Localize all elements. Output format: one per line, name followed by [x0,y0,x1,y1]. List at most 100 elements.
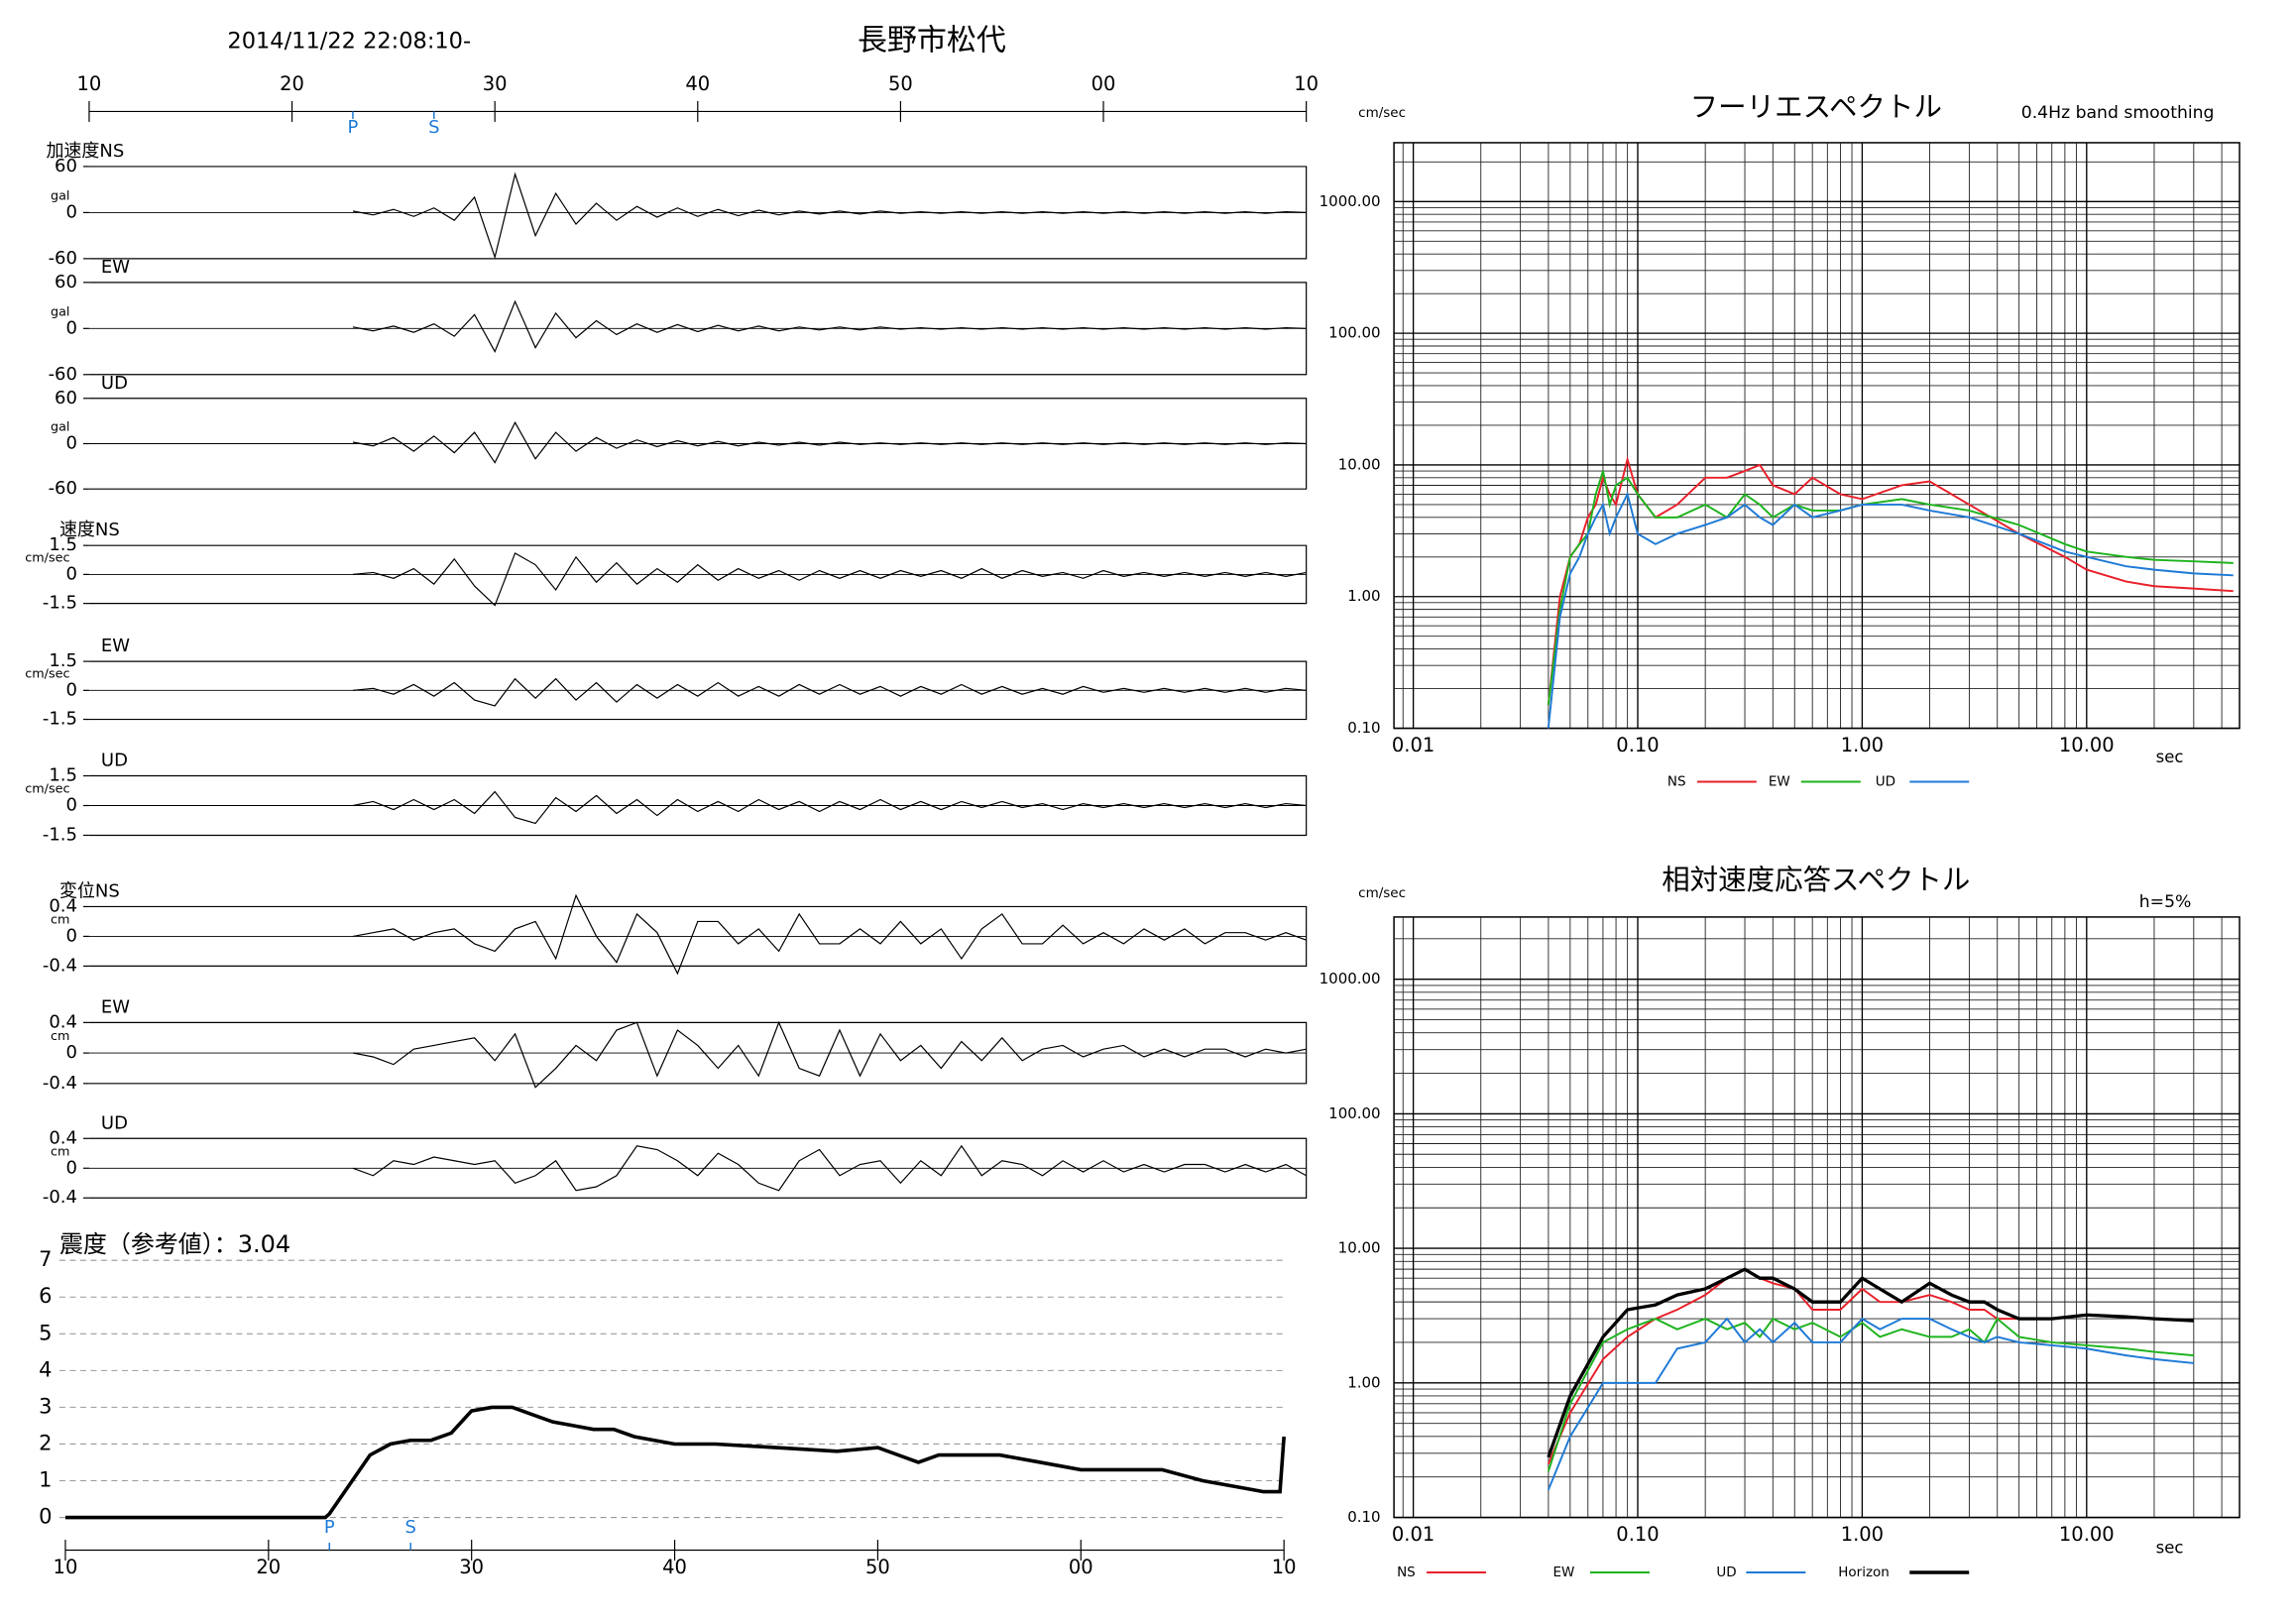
panel-label: UD [101,751,128,771]
spectrum-line [1547,1268,2194,1464]
unit-label: cm [51,1029,69,1044]
waveform [352,677,1307,707]
y-tick-label: 1000.00 [1320,970,1381,987]
intensity-line [64,1405,1286,1520]
waveform [352,1020,1307,1089]
y-tick-label: 0 [66,679,77,700]
y-tick-label: 0 [66,1157,77,1178]
phase-label: P [324,1517,335,1538]
y-tick-label: -0.4 [43,1187,77,1208]
y-tick-label: 100.00 [1328,1104,1380,1122]
y-tick-label: 0.10 [1347,719,1380,737]
y-tick-label: 1.00 [1347,587,1380,605]
y-tick-label: 1.00 [1347,1373,1380,1391]
panel-label: EW [101,636,130,656]
panel-label: UD [101,1112,128,1133]
subtitle: 0.4Hz band smoothing [2021,103,2215,123]
waveform [352,790,1307,825]
x-tick-label: 0.01 [1392,734,1435,756]
y-tick-label: -1.5 [43,593,77,614]
chart-title: フーリエスペクトル [1690,90,1942,123]
y-tick-label: 0 [66,563,77,584]
waveform [352,1144,1307,1192]
y-tick-label: 0.4 [49,1127,77,1148]
legend-label: NS [1397,1565,1416,1580]
panel-label: EW [101,257,130,278]
phase-label: S [428,117,439,138]
panel-label: 加速度NS [46,141,124,162]
x-tick-label: 10 [54,1556,78,1578]
x-tick-label: 00 [1069,1556,1093,1578]
y-tick-label: 4 [39,1357,52,1381]
waveform [352,420,1307,464]
x-tick-label: 10 [1272,1556,1297,1578]
y-tick-label: 60 [55,156,77,176]
x-tick-label: 20 [280,72,304,95]
y-tick-label: 0 [66,925,77,946]
spectrum-line [1547,491,2234,729]
y-tick-label: -0.4 [43,1073,77,1094]
unit-label: cm/sec [25,782,69,797]
legend-label: UD [1716,1565,1736,1580]
y-tick-label: 1000.00 [1320,192,1381,210]
y-tick-label: 0.4 [49,1011,77,1032]
y-tick-label: 60 [55,272,77,292]
unit-label: gal [51,304,69,319]
phase-label: P [348,117,359,138]
unit-label: cm/sec [25,666,69,681]
spectrum-line [1547,1317,2194,1491]
unit-label: cm [51,912,69,927]
panel-label: EW [101,996,130,1017]
x-tick-label: 30 [459,1556,484,1578]
y-tick-label: 1.5 [49,534,77,555]
x-tick-label: 30 [483,72,508,95]
y-tick-label: 10.00 [1338,455,1381,473]
y-tick-label: 10.00 [1338,1239,1381,1257]
y-tick-label: 2 [39,1431,52,1454]
x-tick-label: 40 [685,72,710,95]
y-tick-label: 0.10 [1347,1508,1380,1526]
x-tick-label: 10 [1294,72,1319,95]
x-label: sec [2156,748,2184,766]
y-tick-label: 0 [39,1505,52,1529]
x-tick-label: 40 [662,1556,687,1578]
x-tick-label: 0.01 [1392,1523,1435,1546]
unit-label: cm/sec [25,550,69,565]
legend-label: EW [1769,774,1790,790]
legend-label: Horizon [1838,1565,1890,1580]
spectrum-line [1547,470,2234,706]
y-tick-label: 7 [39,1247,52,1271]
x-label: sec [2156,1539,2184,1558]
spectrum-line [1547,1267,2194,1458]
unit-label: cm [51,1144,69,1159]
waveform [352,893,1307,976]
unit-label: gal [51,420,69,435]
x-tick-label: 1.00 [1841,1523,1884,1546]
panel-label: 速度NS [59,520,120,540]
y-tick-label: 1 [39,1467,52,1491]
y-tick-label: 3 [39,1394,52,1418]
phase-label: S [405,1517,416,1538]
x-tick-label: 00 [1091,72,1116,95]
y-tick-label: 0 [66,317,77,338]
y-tick-label: 60 [55,388,77,408]
y-tick-label: -60 [49,478,77,499]
x-tick-label: 50 [888,72,913,95]
legend-label: NS [1667,774,1686,790]
y-tick-label: -0.4 [43,955,77,976]
unit-label: gal [51,188,69,203]
spectrum-line [1547,455,2234,706]
station-title: 長野市松代 [858,24,1006,58]
y-tick-label: -1.5 [43,709,77,730]
y-tick-label: -60 [49,248,77,269]
legend-label: UD [1876,774,1895,790]
x-tick-label: 10.00 [2059,734,2115,756]
y-tick-label: 0.4 [49,895,77,916]
y-tick-label: 1.5 [49,765,77,786]
panel-label: UD [101,373,128,394]
y-unit: cm/sec [1358,885,1406,901]
waveform [352,172,1307,260]
y-tick-label: 0 [66,432,77,453]
y-tick-label: 0 [66,1042,77,1063]
